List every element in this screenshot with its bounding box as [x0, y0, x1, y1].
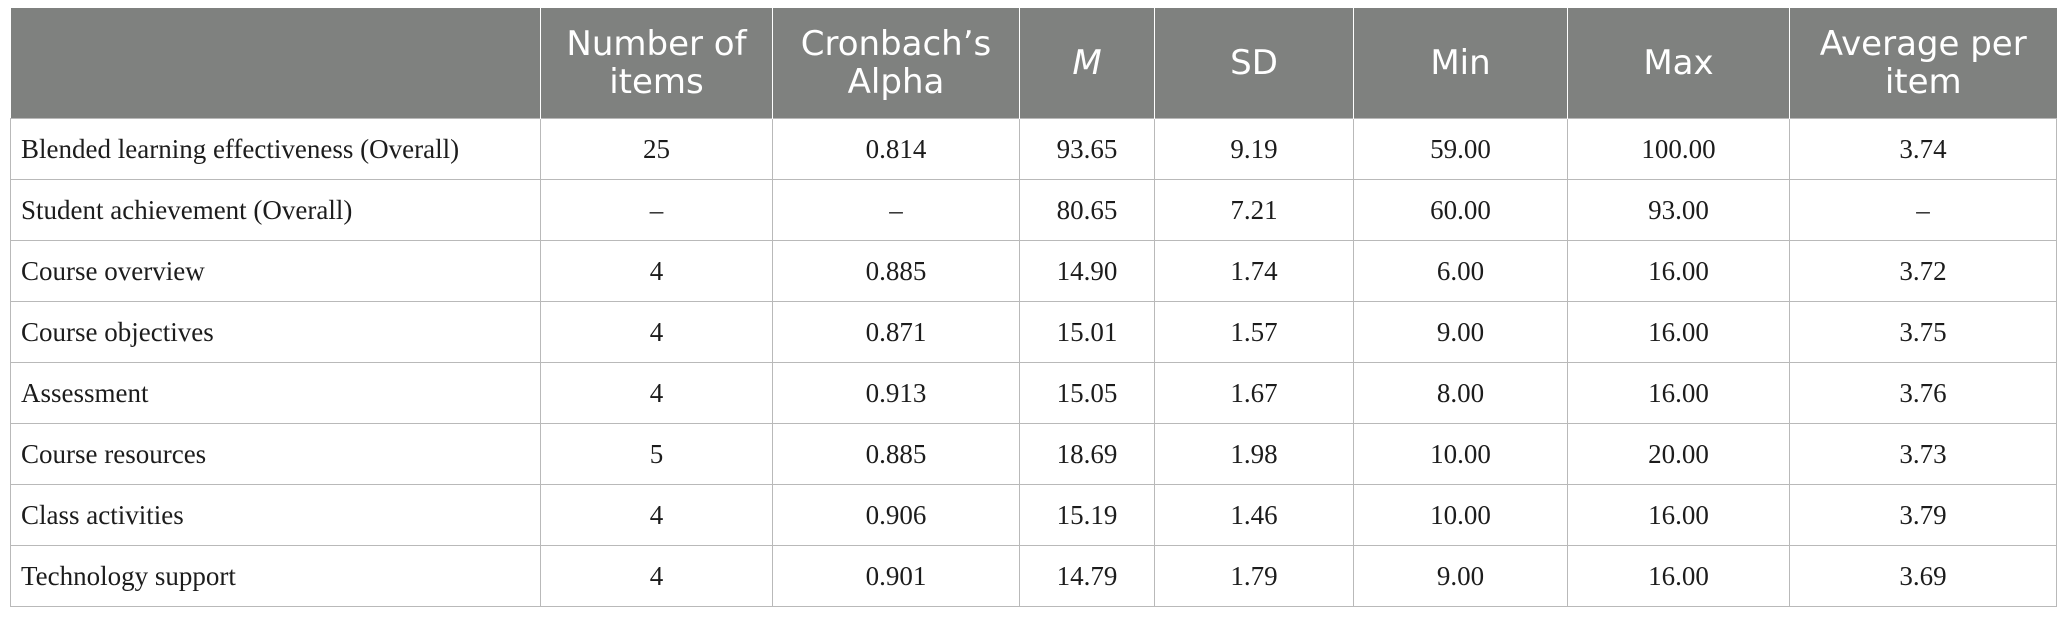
cell-max: 20.00	[1567, 423, 1790, 485]
table-row: Assessment 4 0.913 15.05 1.67 8.00 16.00…	[10, 362, 2057, 424]
header-average-per-item: Average per item	[1789, 8, 2057, 119]
table-row: Blended learning effectiveness (Overall)…	[10, 118, 2057, 180]
row-label: Course resources	[10, 423, 541, 485]
row-label: Student achievement (Overall)	[10, 179, 541, 241]
row-label: Class activities	[10, 484, 541, 546]
cell-number-of-items: –	[540, 179, 773, 241]
header-number-of-items: Number of items	[540, 8, 773, 119]
header-min: Min	[1353, 8, 1568, 119]
cell-mean: 18.69	[1019, 423, 1155, 485]
header-sd: SD	[1154, 8, 1354, 119]
cell-cronbachs-alpha: 0.885	[772, 423, 1020, 485]
cell-sd: 9.19	[1154, 118, 1354, 180]
cell-cronbachs-alpha: 0.885	[772, 240, 1020, 302]
table-row: Student achievement (Overall) – – 80.65 …	[10, 179, 2057, 241]
table-row: Course overview 4 0.885 14.90 1.74 6.00 …	[10, 240, 2057, 302]
row-label: Technology support	[10, 545, 541, 607]
table-body: Blended learning effectiveness (Overall)…	[10, 118, 2057, 607]
cell-average-per-item: 3.72	[1789, 240, 2057, 302]
cell-average-per-item: 3.76	[1789, 362, 2057, 424]
cell-number-of-items: 4	[540, 484, 773, 546]
cell-mean: 15.05	[1019, 362, 1155, 424]
table-row: Class activities 4 0.906 15.19 1.46 10.0…	[10, 484, 2057, 546]
header-cronbachs-alpha: Cronbach’s Alpha	[772, 8, 1020, 119]
table-row: Course objectives 4 0.871 15.01 1.57 9.0…	[10, 301, 2057, 363]
row-label: Course overview	[10, 240, 541, 302]
cell-average-per-item: 3.73	[1789, 423, 2057, 485]
cell-sd: 1.98	[1154, 423, 1354, 485]
cell-cronbachs-alpha: 0.913	[772, 362, 1020, 424]
row-label: Course objectives	[10, 301, 541, 363]
descriptive-statistics-table-container: Number of items Cronbach’s Alpha M SD Mi…	[10, 8, 2057, 607]
cell-number-of-items: 25	[540, 118, 773, 180]
cell-sd: 7.21	[1154, 179, 1354, 241]
cell-max: 16.00	[1567, 484, 1790, 546]
cell-mean: 93.65	[1019, 118, 1155, 180]
cell-min: 10.00	[1353, 423, 1568, 485]
descriptive-statistics-table: Number of items Cronbach’s Alpha M SD Mi…	[10, 8, 2057, 607]
cell-cronbachs-alpha: –	[772, 179, 1020, 241]
cell-mean: 15.19	[1019, 484, 1155, 546]
header-max: Max	[1567, 8, 1790, 119]
cell-cronbachs-alpha: 0.871	[772, 301, 1020, 363]
row-label: Blended learning effectiveness (Overall)	[10, 118, 541, 180]
cell-max: 16.00	[1567, 301, 1790, 363]
header-row-label	[10, 8, 541, 119]
cell-cronbachs-alpha: 0.901	[772, 545, 1020, 607]
header-mean: M	[1019, 8, 1155, 119]
cell-max: 16.00	[1567, 545, 1790, 607]
cell-average-per-item: 3.69	[1789, 545, 2057, 607]
cell-number-of-items: 4	[540, 362, 773, 424]
cell-min: 59.00	[1353, 118, 1568, 180]
cell-mean: 14.90	[1019, 240, 1155, 302]
table-header: Number of items Cronbach’s Alpha M SD Mi…	[10, 8, 2057, 119]
cell-average-per-item: 3.74	[1789, 118, 2057, 180]
cell-mean: 15.01	[1019, 301, 1155, 363]
cell-number-of-items: 4	[540, 545, 773, 607]
cell-min: 9.00	[1353, 301, 1568, 363]
cell-min: 60.00	[1353, 179, 1568, 241]
cell-sd: 1.74	[1154, 240, 1354, 302]
cell-sd: 1.57	[1154, 301, 1354, 363]
cell-min: 10.00	[1353, 484, 1568, 546]
cell-sd: 1.67	[1154, 362, 1354, 424]
cell-min: 8.00	[1353, 362, 1568, 424]
table-row: Course resources 5 0.885 18.69 1.98 10.0…	[10, 423, 2057, 485]
cell-sd: 1.46	[1154, 484, 1354, 546]
cell-max: 93.00	[1567, 179, 1790, 241]
cell-number-of-items: 4	[540, 240, 773, 302]
cell-max: 16.00	[1567, 362, 1790, 424]
cell-average-per-item: 3.75	[1789, 301, 2057, 363]
table-row: Technology support 4 0.901 14.79 1.79 9.…	[10, 545, 2057, 607]
header-row: Number of items Cronbach’s Alpha M SD Mi…	[10, 8, 2057, 119]
row-label: Assessment	[10, 362, 541, 424]
cell-cronbachs-alpha: 0.814	[772, 118, 1020, 180]
cell-mean: 80.65	[1019, 179, 1155, 241]
cell-min: 9.00	[1353, 545, 1568, 607]
cell-cronbachs-alpha: 0.906	[772, 484, 1020, 546]
cell-min: 6.00	[1353, 240, 1568, 302]
cell-number-of-items: 4	[540, 301, 773, 363]
cell-sd: 1.79	[1154, 545, 1354, 607]
cell-number-of-items: 5	[540, 423, 773, 485]
cell-mean: 14.79	[1019, 545, 1155, 607]
cell-max: 100.00	[1567, 118, 1790, 180]
cell-average-per-item: –	[1789, 179, 2057, 241]
cell-max: 16.00	[1567, 240, 1790, 302]
cell-average-per-item: 3.79	[1789, 484, 2057, 546]
